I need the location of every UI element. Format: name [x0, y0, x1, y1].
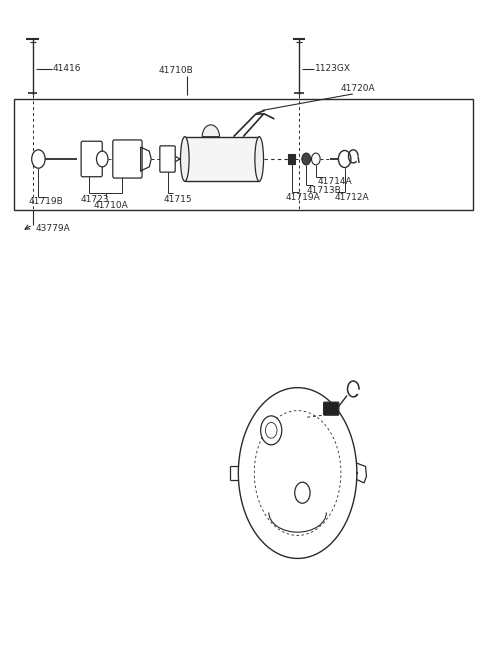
- FancyBboxPatch shape: [160, 146, 175, 172]
- Circle shape: [338, 150, 351, 168]
- Circle shape: [295, 482, 310, 503]
- Text: 41714A: 41714A: [317, 177, 352, 187]
- Ellipse shape: [180, 137, 189, 181]
- Bar: [185, 137, 259, 181]
- Circle shape: [96, 151, 108, 167]
- Text: 41715: 41715: [164, 194, 192, 204]
- Bar: [288, 154, 295, 164]
- Text: 41723: 41723: [81, 195, 109, 204]
- Text: 41712A: 41712A: [334, 193, 369, 202]
- FancyBboxPatch shape: [324, 402, 339, 415]
- Text: 41713B: 41713B: [306, 186, 341, 195]
- Circle shape: [302, 153, 311, 165]
- Circle shape: [261, 416, 282, 445]
- Text: 41720A: 41720A: [341, 84, 375, 93]
- Text: 1123GX: 1123GX: [315, 64, 351, 74]
- Text: 43779A: 43779A: [36, 224, 71, 233]
- Ellipse shape: [255, 137, 264, 181]
- FancyBboxPatch shape: [81, 141, 102, 177]
- Circle shape: [312, 153, 320, 165]
- Text: 41416: 41416: [53, 64, 81, 74]
- Wedge shape: [202, 125, 219, 137]
- Text: 41710B: 41710B: [158, 66, 193, 75]
- Circle shape: [265, 422, 277, 438]
- Bar: [14, 99, 473, 210]
- Circle shape: [32, 150, 45, 168]
- FancyBboxPatch shape: [113, 140, 142, 178]
- Text: 41719B: 41719B: [29, 197, 63, 206]
- Text: 41719A: 41719A: [286, 193, 320, 202]
- Text: 41710A: 41710A: [94, 201, 128, 210]
